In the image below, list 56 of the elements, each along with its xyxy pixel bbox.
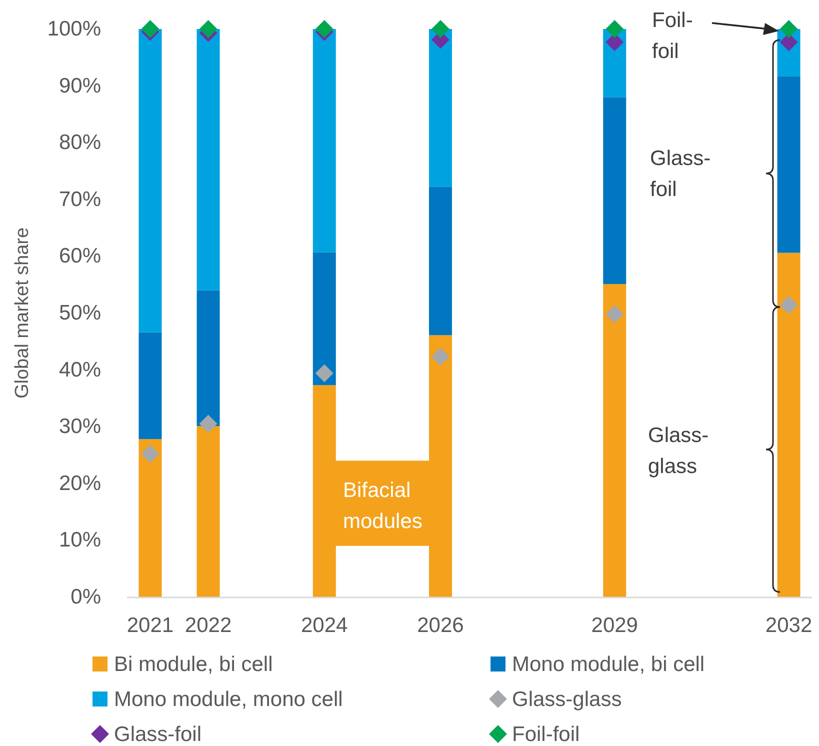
x-tick-label: 2024	[301, 614, 348, 637]
bar	[777, 252, 800, 597]
point	[780, 296, 798, 314]
bar	[428, 335, 452, 597]
point	[780, 20, 798, 38]
y-tick-label: 60%	[58, 244, 101, 268]
y-tick-label: 80%	[58, 131, 101, 154]
y-tick-label: 90%	[58, 74, 101, 98]
point	[199, 20, 218, 38]
point	[199, 414, 218, 433]
annotation: Glass-glass	[648, 424, 709, 478]
point	[141, 20, 160, 38]
x-tick-label: 2022	[184, 614, 232, 637]
y-tick-label: 0%	[70, 586, 101, 608]
bar	[312, 385, 336, 597]
bar	[428, 186, 452, 336]
point	[606, 305, 624, 324]
x-tick-label: 2032	[765, 614, 812, 637]
bar	[138, 332, 162, 440]
point	[315, 20, 334, 38]
bar	[196, 426, 220, 597]
x-tick-label: 2026	[417, 614, 464, 637]
y-tick-label: 100%	[47, 18, 101, 40]
legend-label: Foil-foil	[512, 723, 580, 746]
bar	[312, 252, 336, 386]
legend-label: Glass-glass	[512, 688, 622, 711]
bar	[196, 29, 220, 290]
point	[606, 20, 624, 38]
point	[141, 444, 160, 463]
annotation: Foil-foil	[652, 9, 693, 63]
legend-label: Glass-foil	[114, 723, 202, 746]
legend-label: Mono module, bi cell	[512, 653, 705, 676]
y-tick-label: 20%	[58, 472, 101, 495]
bar	[312, 29, 336, 252]
bar	[777, 76, 800, 253]
point	[431, 348, 450, 366]
y-tick-label: 10%	[58, 528, 101, 552]
y-axis-title: Global market share	[12, 227, 33, 399]
bar	[196, 290, 220, 426]
legend-label: Mono module, mono cell	[114, 688, 343, 711]
bar	[138, 29, 162, 332]
y-tick-label: 50%	[58, 302, 101, 324]
x-tick-label: 2029	[591, 614, 638, 637]
point	[431, 20, 450, 38]
y-tick-label: 70%	[58, 188, 101, 211]
bar	[603, 284, 626, 597]
x-tick-label: 2021	[126, 614, 174, 637]
y-tick-label: 30%	[58, 415, 101, 438]
bar	[428, 29, 452, 187]
y-tick-label: 40%	[58, 358, 101, 382]
point	[315, 364, 334, 382]
bar	[138, 439, 162, 597]
annotation: Bifacial modules	[343, 479, 422, 533]
annotation: Glass-foil	[650, 147, 711, 201]
legend-label: Bi module, bi cell	[114, 653, 273, 676]
bar	[603, 97, 626, 284]
